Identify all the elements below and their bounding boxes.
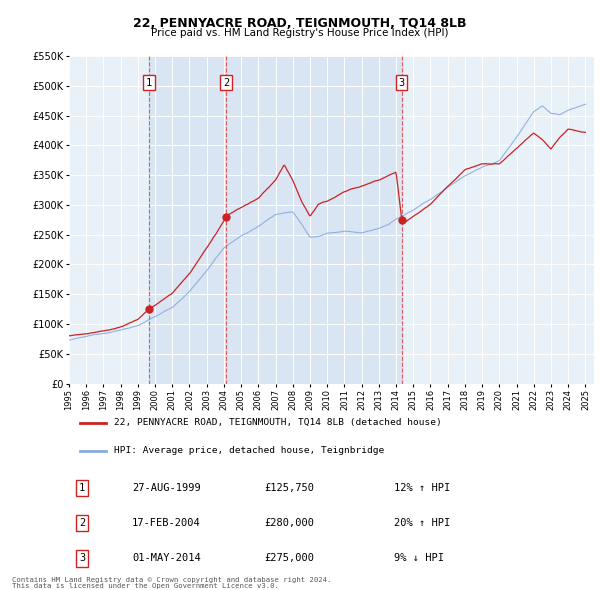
Bar <box>149 56 226 384</box>
Text: 2: 2 <box>79 518 85 528</box>
Text: £125,750: £125,750 <box>265 483 314 493</box>
Text: 2: 2 <box>223 78 229 88</box>
Text: 27-AUG-1999: 27-AUG-1999 <box>132 483 201 493</box>
Text: 22, PENNYACRE ROAD, TEIGNMOUTH, TQ14 8LB (detached house): 22, PENNYACRE ROAD, TEIGNMOUTH, TQ14 8LB… <box>113 418 442 427</box>
Text: 1: 1 <box>79 483 85 493</box>
Text: 3: 3 <box>79 553 85 563</box>
Text: 01-MAY-2014: 01-MAY-2014 <box>132 553 201 563</box>
Text: 1: 1 <box>146 78 152 88</box>
Text: 3: 3 <box>398 78 405 88</box>
Text: 17-FEB-2004: 17-FEB-2004 <box>132 518 201 528</box>
Text: This data is licensed under the Open Government Licence v3.0.: This data is licensed under the Open Gov… <box>12 584 279 589</box>
Text: 12% ↑ HPI: 12% ↑ HPI <box>395 483 451 493</box>
Text: £280,000: £280,000 <box>265 518 314 528</box>
Text: HPI: Average price, detached house, Teignbridge: HPI: Average price, detached house, Teig… <box>113 446 384 455</box>
Text: Price paid vs. HM Land Registry's House Price Index (HPI): Price paid vs. HM Land Registry's House … <box>151 28 449 38</box>
Text: 22, PENNYACRE ROAD, TEIGNMOUTH, TQ14 8LB: 22, PENNYACRE ROAD, TEIGNMOUTH, TQ14 8LB <box>133 17 467 30</box>
Text: 20% ↑ HPI: 20% ↑ HPI <box>395 518 451 528</box>
Text: Contains HM Land Registry data © Crown copyright and database right 2024.: Contains HM Land Registry data © Crown c… <box>12 577 331 583</box>
Bar <box>226 56 402 384</box>
Text: 9% ↓ HPI: 9% ↓ HPI <box>395 553 445 563</box>
Text: £275,000: £275,000 <box>265 553 314 563</box>
